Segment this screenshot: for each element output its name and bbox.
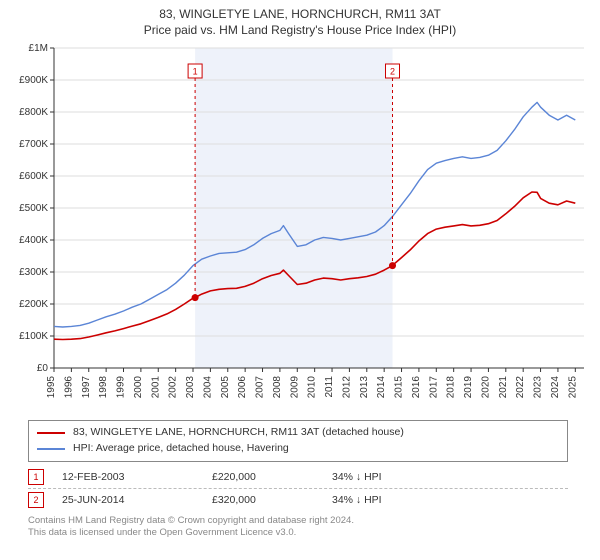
svg-text:1996: 1996 bbox=[63, 376, 74, 399]
legend-swatch-property bbox=[37, 432, 65, 434]
sale-price: £220,000 bbox=[212, 471, 332, 483]
svg-text:2020: 2020 bbox=[480, 376, 491, 399]
svg-text:£700K: £700K bbox=[19, 139, 48, 150]
svg-text:2019: 2019 bbox=[463, 376, 474, 399]
svg-text:£900K: £900K bbox=[19, 75, 48, 86]
svg-text:2015: 2015 bbox=[394, 376, 405, 399]
sale-date: 25-JUN-2014 bbox=[62, 494, 212, 506]
svg-text:2006: 2006 bbox=[237, 376, 248, 399]
svg-text:2017: 2017 bbox=[428, 376, 439, 399]
svg-text:2012: 2012 bbox=[341, 376, 352, 399]
svg-text:£400K: £400K bbox=[19, 235, 48, 246]
svg-text:2021: 2021 bbox=[498, 376, 509, 399]
sale-date: 12-FEB-2003 bbox=[62, 471, 212, 483]
svg-text:2001: 2001 bbox=[150, 376, 161, 399]
sales-table: 1 12-FEB-2003 £220,000 34% ↓ HPI 2 25-JU… bbox=[28, 466, 568, 511]
chart-title: 83, WINGLETYE LANE, HORNCHURCH, RM11 3AT… bbox=[0, 0, 600, 38]
licence-text: Contains HM Land Registry data © Crown c… bbox=[28, 515, 590, 539]
svg-text:2005: 2005 bbox=[220, 376, 231, 399]
svg-text:£200K: £200K bbox=[19, 299, 48, 310]
svg-text:1995: 1995 bbox=[46, 376, 57, 399]
sale-price: £320,000 bbox=[212, 494, 332, 506]
sales-row: 2 25-JUN-2014 £320,000 34% ↓ HPI bbox=[28, 488, 568, 511]
svg-text:2004: 2004 bbox=[202, 376, 213, 399]
title-line1: 83, WINGLETYE LANE, HORNCHURCH, RM11 3AT bbox=[0, 6, 600, 22]
legend-row-property: 83, WINGLETYE LANE, HORNCHURCH, RM11 3AT… bbox=[37, 425, 559, 441]
line-chart: £0 £100K £200K £300K £400K £500K £600K £700K £80… bbox=[10, 44, 590, 414]
legend-swatch-hpi bbox=[37, 448, 65, 450]
svg-text:2014: 2014 bbox=[376, 376, 387, 399]
svg-text:2018: 2018 bbox=[446, 376, 457, 399]
title-line2: Price paid vs. HM Land Registry's House … bbox=[0, 22, 600, 38]
svg-text:2010: 2010 bbox=[307, 376, 318, 399]
svg-text:2011: 2011 bbox=[324, 376, 335, 398]
sales-row: 1 12-FEB-2003 £220,000 34% ↓ HPI bbox=[28, 466, 568, 488]
svg-text:£0: £0 bbox=[37, 363, 49, 374]
sale-diff: 34% ↓ HPI bbox=[332, 494, 452, 506]
svg-text:2024: 2024 bbox=[550, 376, 561, 399]
svg-text:1: 1 bbox=[193, 67, 198, 77]
svg-text:2022: 2022 bbox=[515, 376, 526, 399]
svg-text:2003: 2003 bbox=[185, 376, 196, 399]
svg-text:£1M: £1M bbox=[29, 44, 48, 54]
svg-text:1999: 1999 bbox=[116, 376, 127, 399]
sale-marker-icon: 2 bbox=[28, 492, 44, 508]
svg-text:2: 2 bbox=[390, 67, 395, 77]
svg-text:2008: 2008 bbox=[272, 376, 283, 399]
chart-area: £0 £100K £200K £300K £400K £500K £600K £700K £80… bbox=[10, 44, 590, 414]
svg-text:£600K: £600K bbox=[19, 171, 48, 182]
licence-line2: This data is licensed under the Open Gov… bbox=[28, 527, 590, 539]
legend-row-hpi: HPI: Average price, detached house, Have… bbox=[37, 441, 559, 457]
sale-diff: 34% ↓ HPI bbox=[332, 471, 452, 483]
svg-text:£800K: £800K bbox=[19, 107, 48, 118]
sale-marker-icon: 1 bbox=[28, 469, 44, 485]
svg-text:£100K: £100K bbox=[19, 331, 48, 342]
svg-text:£500K: £500K bbox=[19, 203, 48, 214]
svg-text:£300K: £300K bbox=[19, 267, 48, 278]
svg-text:1998: 1998 bbox=[98, 376, 109, 399]
svg-text:2023: 2023 bbox=[533, 376, 544, 399]
legend: 83, WINGLETYE LANE, HORNCHURCH, RM11 3AT… bbox=[28, 420, 568, 462]
svg-text:2009: 2009 bbox=[289, 376, 300, 399]
svg-text:2013: 2013 bbox=[359, 376, 370, 399]
svg-text:2016: 2016 bbox=[411, 376, 422, 399]
svg-text:2000: 2000 bbox=[133, 376, 144, 399]
svg-text:2007: 2007 bbox=[255, 376, 266, 399]
legend-label-property: 83, WINGLETYE LANE, HORNCHURCH, RM11 3AT… bbox=[73, 425, 404, 441]
svg-text:2025: 2025 bbox=[567, 376, 578, 399]
svg-text:1997: 1997 bbox=[81, 376, 92, 399]
licence-line1: Contains HM Land Registry data © Crown c… bbox=[28, 515, 590, 527]
legend-label-hpi: HPI: Average price, detached house, Have… bbox=[73, 441, 289, 457]
svg-text:2002: 2002 bbox=[168, 376, 179, 399]
